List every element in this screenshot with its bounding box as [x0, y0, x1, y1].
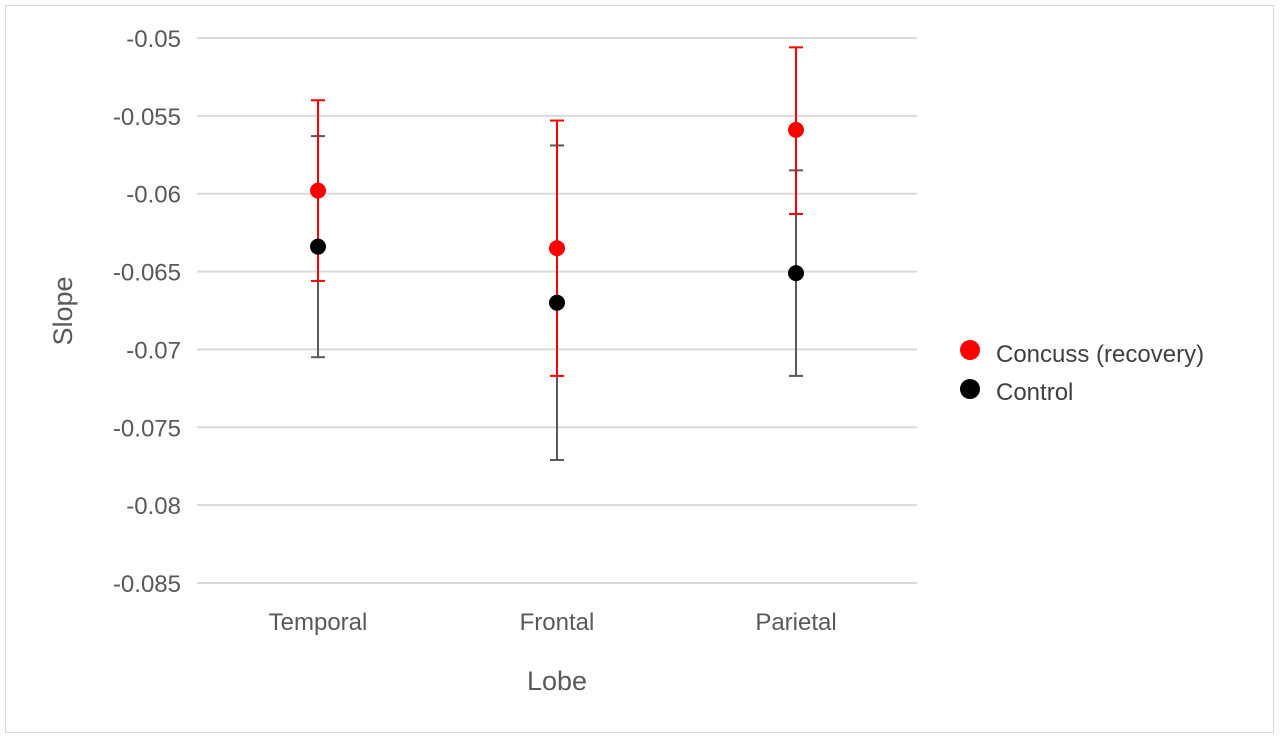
y-axis-tick-labels: -0.05 -0.055 -0.06 -0.065 -0.07 -0.075 -0.08 -0… — [113, 26, 181, 598]
data-point-concuss-recovery — [310, 182, 326, 199]
x-tick-label-temporal: Temporal — [269, 609, 368, 636]
legend-label-concuss: Concuss (recovery) — [996, 341, 1204, 368]
x-axis-tick-labels: Temporal Frontal Parietal — [269, 609, 837, 636]
y-tick-label: -0.055 — [113, 104, 181, 131]
y-tick-label: -0.065 — [113, 260, 181, 287]
chart-frame — [5, 5, 1274, 733]
y-tick-label: -0.06 — [126, 182, 181, 209]
y-tick-label: -0.05 — [126, 26, 181, 53]
legend-marker-concuss — [960, 340, 980, 360]
legend: Concuss (recovery) Control — [960, 340, 1204, 406]
data-point-control — [788, 265, 804, 282]
x-axis-title: Lobe — [527, 666, 587, 696]
y-tick-label: -0.075 — [113, 415, 181, 442]
y-tick-label: -0.08 — [126, 493, 181, 520]
y-axis-title: Slope — [48, 276, 78, 345]
x-tick-label-frontal: Frontal — [520, 609, 595, 636]
data-point-concuss-recovery — [549, 240, 565, 257]
legend-marker-control — [960, 379, 980, 399]
x-tick-label-parietal: Parietal — [755, 609, 836, 636]
legend-label-control: Control — [996, 379, 1073, 406]
y-tick-label: -0.07 — [126, 337, 181, 364]
data-point-concuss-recovery — [788, 121, 804, 138]
y-tick-label: -0.085 — [113, 571, 181, 598]
data-point-control — [310, 238, 326, 255]
data-point-control — [549, 294, 565, 311]
data-points — [310, 121, 804, 311]
